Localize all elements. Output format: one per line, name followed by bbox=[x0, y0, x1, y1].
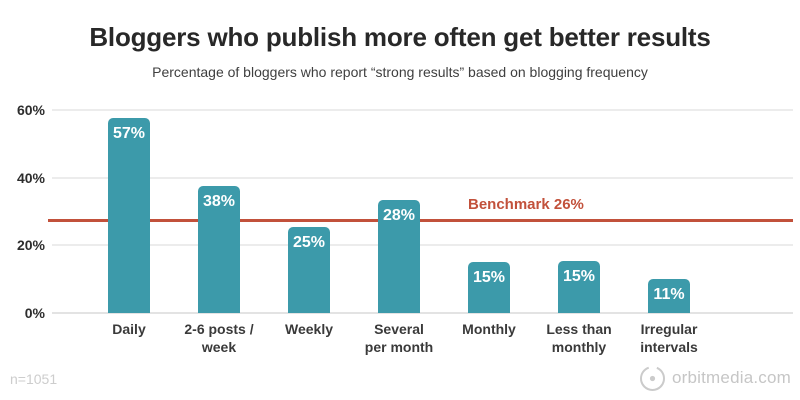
benchmark-label: Benchmark 26% bbox=[468, 196, 584, 213]
benchmark-line bbox=[48, 219, 793, 222]
orbit-logo-icon bbox=[639, 365, 665, 391]
y-axis-tick-label: 60% bbox=[16, 102, 45, 118]
bar-value-label: 57% bbox=[112, 125, 146, 143]
bar-weekly: 25% bbox=[288, 226, 330, 313]
gridline-60pct bbox=[52, 109, 793, 111]
category-label-daily: Daily bbox=[112, 321, 146, 337]
y-axis-tick-label: 20% bbox=[16, 237, 45, 254]
orbit-logo-dot bbox=[649, 375, 656, 381]
sample-size-label: n=1051 bbox=[10, 371, 58, 387]
gridline-0pct bbox=[52, 312, 793, 314]
category-label-irregular-intervals: Irregular intervals bbox=[640, 321, 698, 355]
bar-value-label: 11% bbox=[653, 286, 685, 304]
bar-value-label: 25% bbox=[292, 233, 326, 251]
bar-value-label: 15% bbox=[472, 269, 506, 287]
gridline-40pct bbox=[52, 176, 793, 179]
chart-subtitle: Percentage of bloggers who report “stron… bbox=[152, 64, 648, 80]
category-label-less-than-monthly: Less than monthly bbox=[546, 321, 612, 355]
brand-domain-label: orbitmedia.com bbox=[671, 368, 791, 387]
bar-irregular-intervals: 11% bbox=[648, 279, 690, 313]
chart-title: Bloggers who publish more often get bett… bbox=[89, 22, 711, 52]
gridline-20pct bbox=[52, 244, 793, 247]
y-axis-tick-label: 0% bbox=[24, 305, 45, 321]
bar-value-label: 15% bbox=[562, 267, 596, 285]
bar-several-per-month: 28% bbox=[378, 199, 420, 313]
bar-less-than-monthly: 15% bbox=[558, 260, 600, 313]
bar-value-label: 38% bbox=[202, 193, 236, 211]
bar-2-6-posts-week: 38% bbox=[198, 186, 240, 313]
brand-footer: orbitmedia.com bbox=[639, 363, 791, 393]
bar-daily: 57% bbox=[108, 118, 150, 313]
category-label-weekly: Weekly bbox=[285, 321, 333, 337]
y-axis-tick-label: 40% bbox=[16, 169, 45, 186]
bar-value-label: 28% bbox=[382, 206, 416, 224]
category-label-2-6-posts-week: 2-6 posts / week bbox=[184, 321, 254, 355]
bar-monthly: 15% bbox=[468, 262, 510, 313]
category-label-several-per-month: Several per month bbox=[364, 321, 434, 355]
category-label-monthly: Monthly bbox=[462, 321, 516, 337]
